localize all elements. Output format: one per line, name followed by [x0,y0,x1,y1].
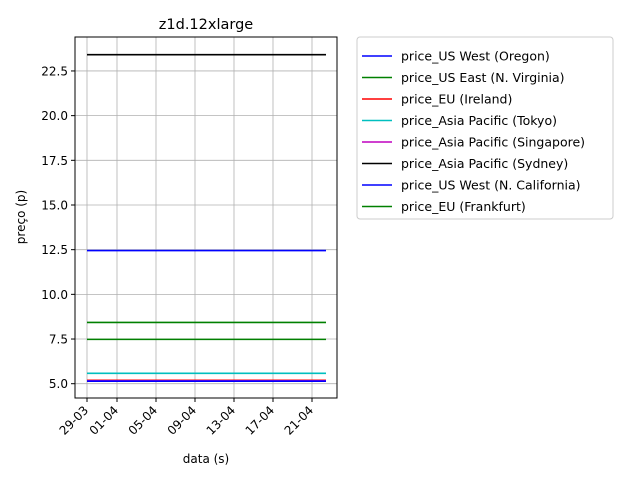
legend-frame [356,36,614,220]
x-tick-label: 01-04 [87,403,122,438]
y-tick-label: 10.0 [41,288,68,302]
x-tick-label: 21-04 [282,403,317,438]
legend-label: price_US East (N. Virginia) [401,70,565,85]
grid [75,37,337,398]
legend-label: price_US West (N. California) [401,178,581,193]
x-tick-label: 13-04 [204,403,239,438]
legend-label: price_Asia Pacific (Tokyo) [401,113,557,128]
y-tick-label: 12.5 [41,243,68,257]
chart-title: z1d.12xlarge [159,17,254,33]
x-tick-label: 17-04 [243,403,278,438]
legend-label: price_EU (Frankfurt) [401,199,526,214]
y-tick-label: 22.5 [41,64,68,78]
legend-label: price_US West (Oregon) [401,49,550,64]
x-tick-label: 05-04 [126,403,161,438]
legend: price_US West (Oregon) price_US East (N. … [356,36,614,220]
legend-label: price_Asia Pacific (Singapore) [401,135,585,150]
series-lines [87,53,326,383]
plot-frame [74,36,338,399]
y-axis: 5.0 7.5 10.0 12.5 15.0 17.5 20.0 22.5 [41,64,75,391]
legend-label: price_Asia Pacific (Sydney) [401,156,568,171]
x-tick-label: 09-04 [165,403,200,438]
x-tick-label: 29-03 [57,403,92,438]
y-tick-label: 17.5 [41,154,68,168]
legend-label: price_EU (Ireland) [401,92,512,107]
y-tick-label: 5.0 [49,377,68,391]
y-axis-label: preço (p) [14,190,28,244]
y-tick-label: 7.5 [49,333,68,347]
x-axis-label: data (s) [183,452,229,466]
y-tick-label: 15.0 [41,198,68,212]
y-tick-label: 20.0 [41,109,68,123]
